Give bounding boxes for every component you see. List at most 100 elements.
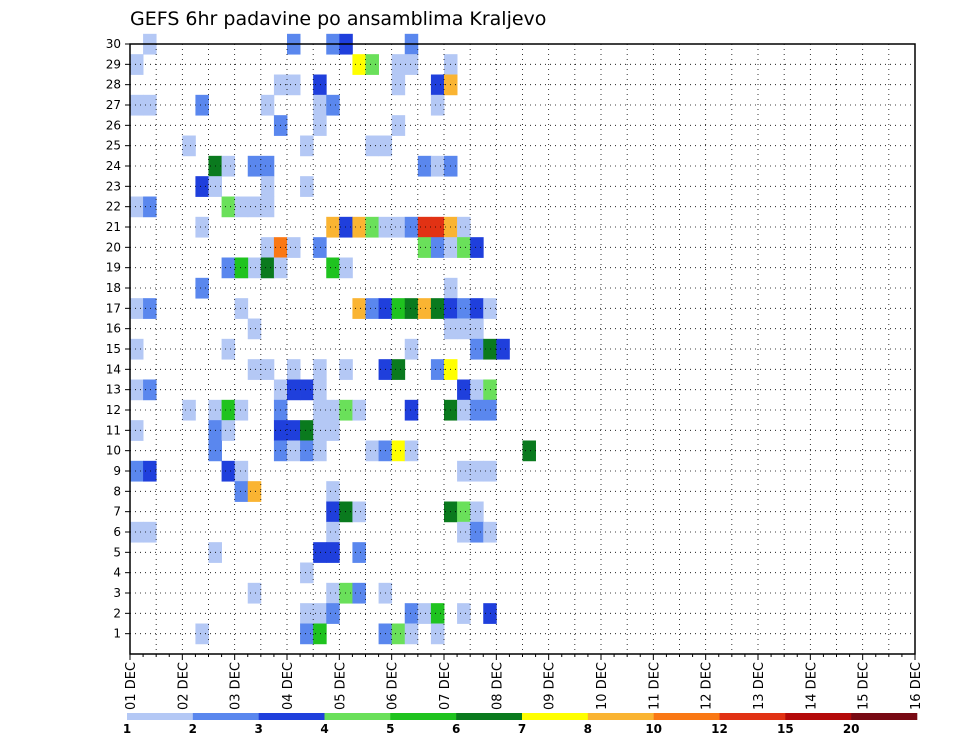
y-tick-label: 30 xyxy=(106,37,121,51)
heatmap-cell xyxy=(470,379,484,401)
heatmap-cell xyxy=(339,359,353,380)
heatmap-cell xyxy=(470,318,484,340)
heatmap-cell xyxy=(300,176,314,197)
heatmap-cell xyxy=(287,379,301,401)
heatmap-cell xyxy=(247,196,262,218)
heatmap-cell xyxy=(247,481,262,502)
y-tick-label: 15 xyxy=(106,342,121,356)
heatmap-cell xyxy=(417,155,432,177)
heatmap-cell xyxy=(470,521,484,543)
legend-swatch xyxy=(258,713,325,720)
heatmap-cell xyxy=(339,501,353,523)
heatmap-cell xyxy=(391,54,406,75)
heatmap-cell xyxy=(470,399,484,421)
y-tick-label: 18 xyxy=(106,281,121,295)
legend-label: 4 xyxy=(320,722,328,736)
heatmap-cell xyxy=(234,298,249,319)
heatmap-cell xyxy=(300,379,314,401)
heatmap-cell xyxy=(365,54,379,75)
heatmap-cell xyxy=(247,582,262,604)
heatmap-cell xyxy=(430,359,445,380)
heatmap-cell xyxy=(391,440,406,462)
heatmap-cell xyxy=(313,359,327,380)
heatmap-cell xyxy=(260,176,275,197)
heatmap-cell xyxy=(326,94,340,116)
y-tick-label: 26 xyxy=(106,118,121,132)
heatmap-cell xyxy=(260,155,275,177)
heatmap-cell xyxy=(143,521,157,543)
heatmap-cell xyxy=(417,237,432,258)
legend-label: 8 xyxy=(584,722,592,736)
heatmap-cell xyxy=(365,135,379,157)
legend-swatch xyxy=(324,713,391,720)
legend-swatch xyxy=(653,713,720,720)
heatmap-cell xyxy=(522,440,536,462)
heatmap-cell xyxy=(221,155,236,177)
heatmap-cell xyxy=(247,257,262,279)
heatmap-cell xyxy=(417,603,432,624)
legend-label: 10 xyxy=(645,722,662,736)
x-tick-label: 12 DEC xyxy=(700,662,715,710)
heatmap-cell xyxy=(470,460,484,482)
legend-swatch xyxy=(522,713,589,720)
heatmap-cell xyxy=(287,237,301,258)
heatmap-cell xyxy=(391,216,406,238)
heatmap-cell xyxy=(326,603,340,624)
heatmap-cell xyxy=(326,542,340,563)
heatmap-cell xyxy=(365,216,379,238)
heatmap-cell xyxy=(313,399,327,421)
y-tick-label: 4 xyxy=(113,566,121,580)
legend-swatch xyxy=(719,713,786,720)
y-tick-label: 23 xyxy=(106,179,121,193)
legend-swatch xyxy=(390,713,457,720)
heatmap-cell xyxy=(221,257,236,279)
heatmap-cell xyxy=(313,94,327,116)
heatmap-cell xyxy=(483,298,497,319)
x-tick-label: 09 DEC xyxy=(543,662,558,710)
heatmap-cell xyxy=(287,420,301,441)
heatmap-cell xyxy=(130,338,144,360)
y-tick-label: 28 xyxy=(106,78,121,92)
heatmap-cell xyxy=(352,216,366,238)
heatmap-cell xyxy=(195,94,209,116)
y-tick-label: 6 xyxy=(113,525,121,539)
heatmap-cell xyxy=(234,460,249,482)
heatmap-cell xyxy=(182,399,196,421)
heatmap-cell xyxy=(313,603,327,624)
x-tick-label: 14 DEC xyxy=(804,662,819,710)
heatmap-cell xyxy=(313,237,327,258)
heatmap-cell xyxy=(300,562,314,584)
heatmap-cell xyxy=(391,115,406,136)
x-tick-label: 03 DEC xyxy=(229,662,244,710)
legend-swatch xyxy=(192,713,259,720)
heatmap-cell xyxy=(391,74,406,96)
heatmap-cell xyxy=(143,460,157,482)
heatmap-cell xyxy=(404,440,419,462)
legend-label: 12 xyxy=(711,722,728,736)
legend-swatch xyxy=(456,713,523,720)
heatmap-cell xyxy=(234,196,249,218)
x-tick-label: 08 DEC xyxy=(490,662,505,710)
y-tick-label: 16 xyxy=(106,322,121,336)
y-tick-label: 7 xyxy=(113,505,121,519)
x-axis-ticks: 01 DEC 02 DEC 03 DEC 04 DEC 05 DEC 06 DEC 07 D… xyxy=(124,654,924,710)
heatmap-cell xyxy=(195,216,209,238)
y-tick-label: 8 xyxy=(113,484,121,498)
heatmap-cell xyxy=(352,542,366,563)
heatmap-cell xyxy=(234,399,249,421)
heatmap-cell xyxy=(326,257,340,279)
y-tick-label: 20 xyxy=(106,240,121,254)
heatmap-cell xyxy=(470,298,484,319)
heatmap-cell xyxy=(430,623,445,645)
heatmap-cell xyxy=(326,481,340,502)
heatmap-cell xyxy=(130,521,144,543)
heatmap-cell xyxy=(260,359,275,380)
heatmap-cell xyxy=(483,379,497,401)
heatmap-cell xyxy=(234,481,249,502)
legend-label: 7 xyxy=(518,722,526,736)
heatmap-cell xyxy=(457,379,471,401)
y-tick-label: 5 xyxy=(113,545,121,559)
heatmap-cell xyxy=(483,399,497,421)
x-tick-label: 13 DEC xyxy=(752,662,767,710)
